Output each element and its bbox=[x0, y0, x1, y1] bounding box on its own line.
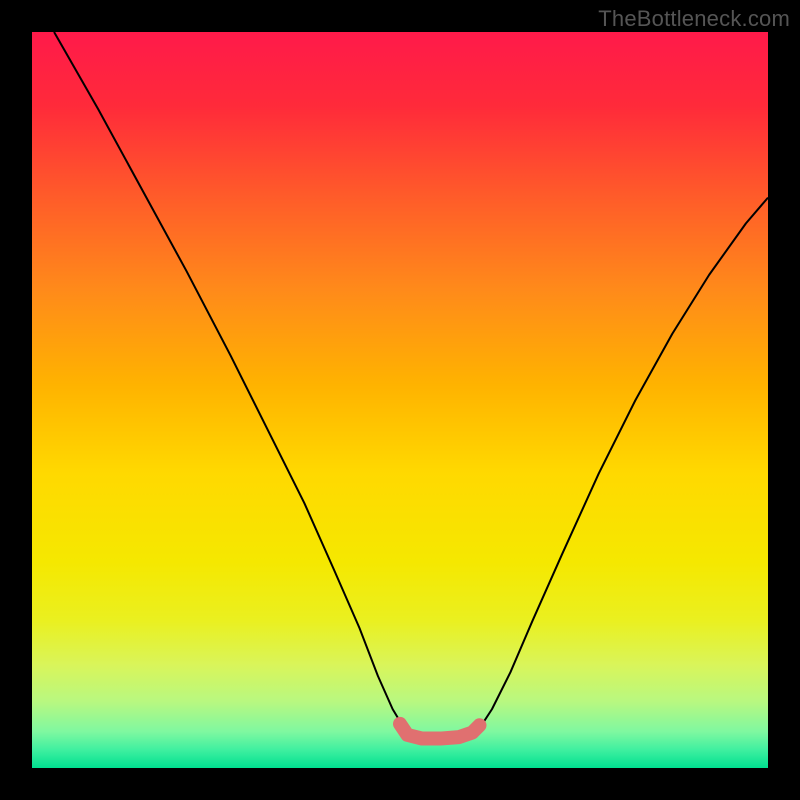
optimal-range-highlight bbox=[400, 724, 479, 739]
chart-container: TheBottleneck.com bbox=[0, 0, 800, 800]
plot-area bbox=[32, 32, 768, 768]
watermark-text: TheBottleneck.com bbox=[598, 6, 790, 32]
curve-layer bbox=[32, 32, 768, 768]
bottleneck-curve bbox=[54, 32, 768, 739]
